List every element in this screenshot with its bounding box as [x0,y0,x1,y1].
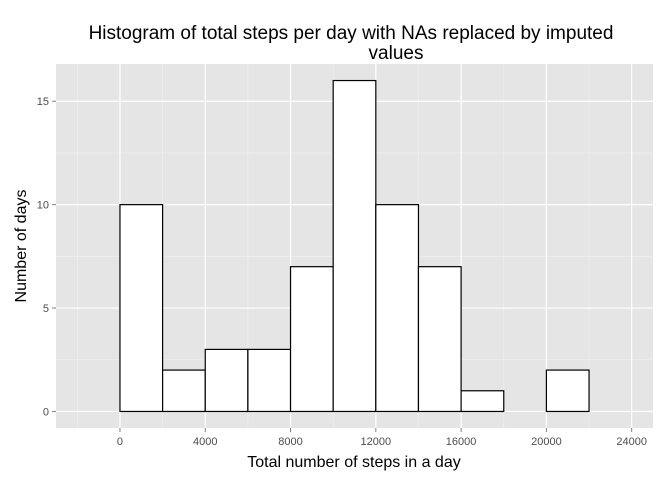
y-axis-tick-labels: 0 5 10 15 [37,96,49,418]
axis-ticks [52,100,633,432]
chart-title: Histogram of total steps per day with NA… [89,23,614,64]
x-axis-title: Total number of steps in a day [247,454,460,471]
x-tick-label: 12000 [361,436,392,448]
histogram-bar [289,266,334,413]
histogram-bar [375,204,420,413]
x-tick-label: 8000 [278,436,302,448]
x-axis-tick-labels: 0 4000 8000 12000 16000 20000 24000 [117,436,647,448]
histogram-bar [417,266,462,413]
histogram-bar [204,348,249,413]
chart-title-line-2: values [369,43,424,64]
y-tick-label: 10 [37,200,49,212]
histogram-bar [545,369,590,413]
x-tick-label: 0 [117,436,123,448]
x-tick-label: 16000 [446,436,477,448]
x-tick-label: 4000 [193,436,217,448]
y-tick-label: 15 [37,96,49,108]
y-tick-label: 0 [43,406,49,418]
histogram-bar [247,348,292,413]
y-tick-label: 5 [43,303,49,315]
histogram-bar [460,390,505,413]
x-tick-label: 20000 [531,436,562,448]
histogram-bar [119,204,164,413]
histogram-bar [162,369,206,413]
x-tick-label: 24000 [616,436,647,448]
chart-title-line-1: Histogram of total steps per day with NA… [89,23,614,44]
histogram-bars [119,79,590,413]
y-axis-title: Number of days [13,190,30,303]
histogram-bar [332,79,377,413]
